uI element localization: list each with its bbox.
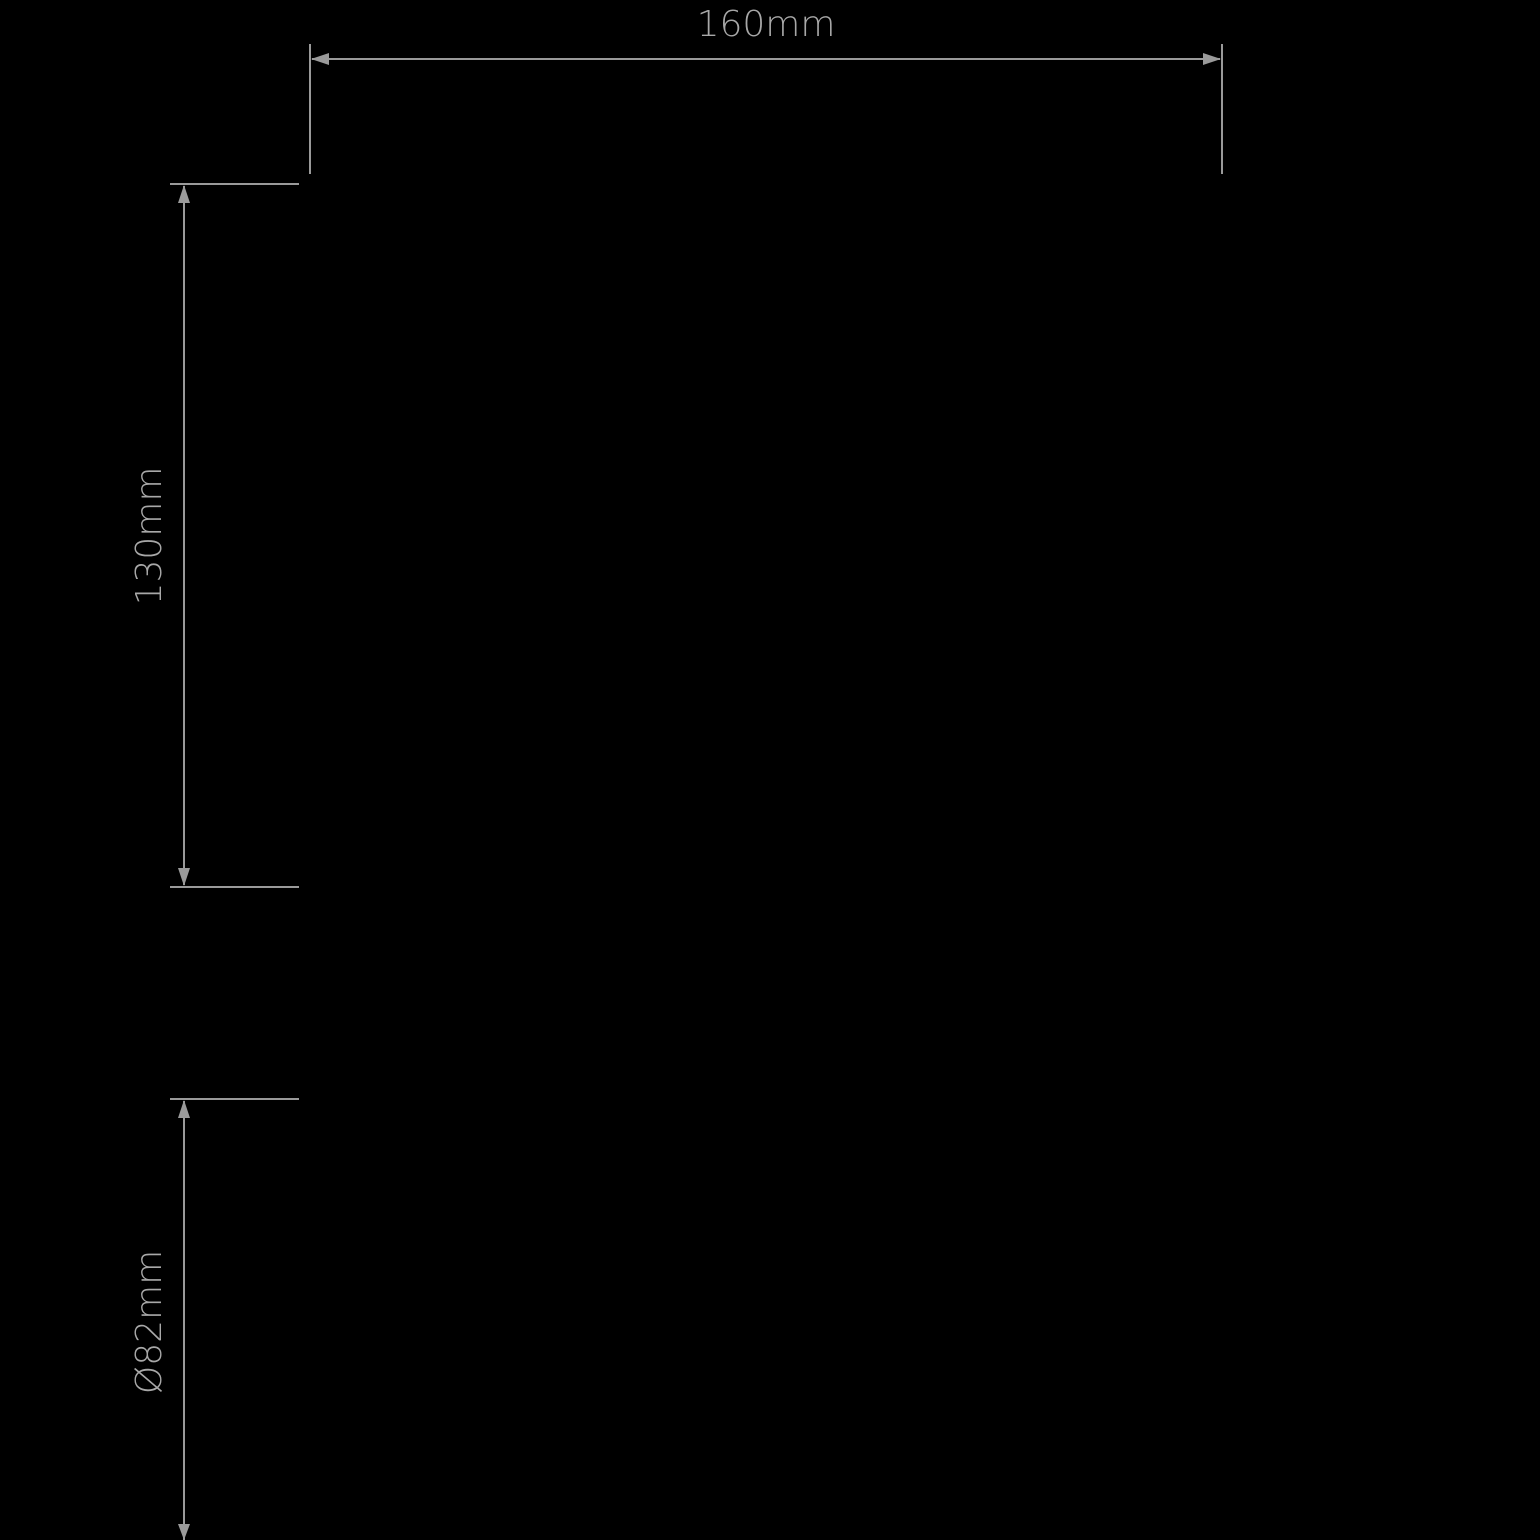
arrow-down-icon	[178, 868, 190, 886]
arrow-left-icon	[311, 53, 329, 65]
arrow-up-icon	[178, 185, 190, 203]
diameter-label: Ø82mm	[129, 1250, 170, 1394]
arrow-right-icon	[1203, 53, 1221, 65]
width-label: 160mm	[697, 4, 836, 45]
arrow-up-icon	[178, 1100, 190, 1118]
height-dimension: 130mm	[129, 183, 299, 888]
diameter-dimension: Ø82mm	[129, 1098, 299, 1540]
width-dimension: 160mm	[309, 4, 1223, 174]
arrow-down-icon	[178, 1524, 190, 1540]
height-label: 130mm	[129, 467, 170, 606]
